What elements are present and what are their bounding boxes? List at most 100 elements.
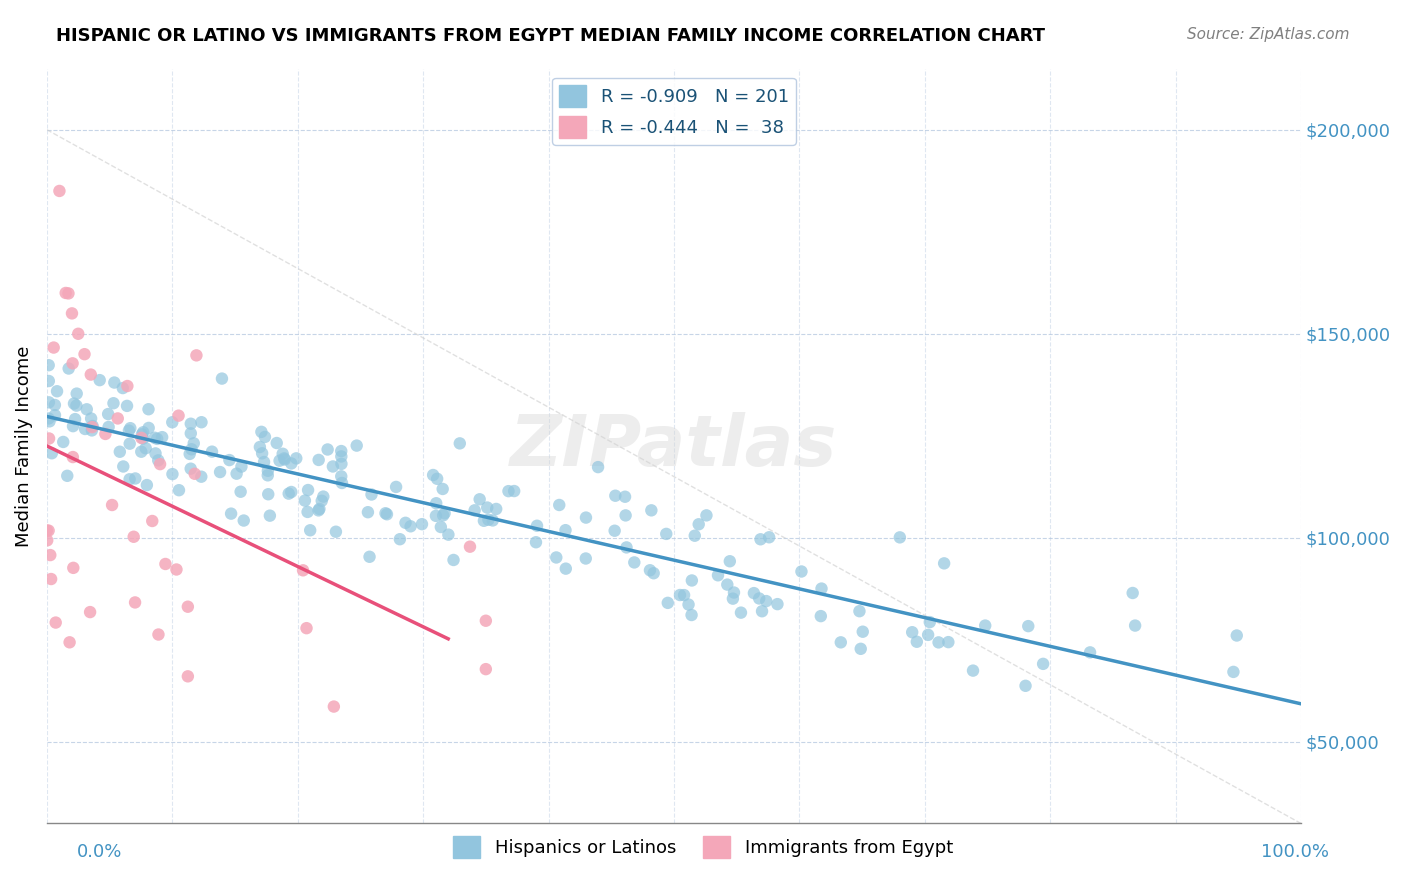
- Point: [186, 348, 208, 362]
- Point: [322, 459, 344, 474]
- Point: [38, 411, 60, 425]
- Point: [852, 624, 875, 639]
- Point: [124, 471, 146, 485]
- Point: [422, 468, 444, 483]
- Point: [330, 444, 353, 458]
- Point: [132, 425, 155, 440]
- Point: [180, 417, 202, 431]
- Point: [718, 554, 741, 568]
- Point: [67, 326, 90, 341]
- Point: [62, 450, 84, 464]
- Point: [38, 432, 60, 446]
- Point: [274, 452, 297, 467]
- Point: [437, 527, 460, 541]
- Point: [755, 594, 778, 608]
- Point: [211, 371, 233, 385]
- Point: [253, 430, 276, 444]
- Point: [108, 444, 131, 458]
- Point: [249, 440, 271, 454]
- Point: [614, 508, 637, 523]
- Point: [554, 561, 576, 575]
- Point: [468, 492, 491, 507]
- Point: [681, 607, 703, 622]
- Point: [280, 485, 302, 500]
- Point: [458, 540, 481, 554]
- Point: [312, 490, 335, 504]
- Point: [180, 442, 202, 457]
- Point: [575, 510, 598, 524]
- Point: [485, 502, 508, 516]
- Point: [162, 467, 184, 482]
- Point: [723, 585, 745, 599]
- Point: [449, 436, 471, 450]
- Point: [678, 598, 700, 612]
- Point: [316, 442, 339, 457]
- Point: [62, 356, 84, 370]
- Point: [179, 447, 201, 461]
- Text: HISPANIC OR LATINO VS IMMIGRANTS FROM EGYPT MEDIAN FAMILY INCOME CORRELATION CHA: HISPANIC OR LATINO VS IMMIGRANTS FROM EG…: [56, 27, 1045, 45]
- Point: [76, 402, 98, 417]
- Point: [250, 425, 273, 439]
- Point: [42, 341, 65, 355]
- Point: [39, 572, 62, 586]
- Point: [190, 415, 212, 429]
- Point: [63, 412, 86, 426]
- Point: [146, 432, 169, 446]
- Point: [425, 508, 447, 523]
- Point: [155, 557, 177, 571]
- Point: [546, 550, 568, 565]
- Point: [55, 285, 77, 300]
- Point: [209, 465, 232, 479]
- Point: [107, 411, 129, 425]
- Point: [82, 420, 104, 434]
- Point: [330, 469, 353, 483]
- Point: [266, 436, 288, 450]
- Point: [748, 591, 770, 606]
- Point: [357, 505, 380, 519]
- Point: [917, 628, 939, 642]
- Point: [177, 669, 200, 683]
- Point: [742, 586, 765, 600]
- Point: [271, 447, 294, 461]
- Point: [231, 459, 253, 474]
- Point: [1222, 665, 1244, 679]
- Point: [849, 641, 872, 656]
- Point: [101, 498, 124, 512]
- Point: [901, 625, 924, 640]
- Point: [683, 529, 706, 543]
- Text: 100.0%: 100.0%: [1261, 843, 1329, 861]
- Point: [79, 605, 101, 619]
- Point: [524, 535, 547, 549]
- Point: [58, 635, 80, 649]
- Point: [44, 398, 66, 412]
- Point: [97, 407, 120, 421]
- Point: [669, 588, 692, 602]
- Point: [830, 635, 852, 649]
- Point: [37, 533, 59, 548]
- Point: [299, 523, 322, 537]
- Point: [89, 373, 111, 387]
- Point: [80, 368, 103, 382]
- Point: [1226, 628, 1249, 642]
- Point: [60, 306, 83, 320]
- Point: [325, 524, 347, 539]
- Point: [62, 419, 84, 434]
- Point: [180, 426, 202, 441]
- Point: [638, 563, 661, 577]
- Point: [46, 384, 69, 399]
- Point: [80, 424, 103, 438]
- Point: [45, 615, 67, 630]
- Point: [322, 699, 344, 714]
- Point: [464, 503, 486, 517]
- Point: [129, 444, 152, 458]
- Point: [115, 399, 138, 413]
- Point: [411, 517, 433, 532]
- Point: [66, 386, 89, 401]
- Point: [716, 577, 738, 591]
- Point: [311, 493, 333, 508]
- Point: [162, 415, 184, 429]
- Point: [229, 484, 252, 499]
- Point: [889, 530, 911, 544]
- Point: [375, 508, 398, 522]
- Point: [143, 431, 166, 445]
